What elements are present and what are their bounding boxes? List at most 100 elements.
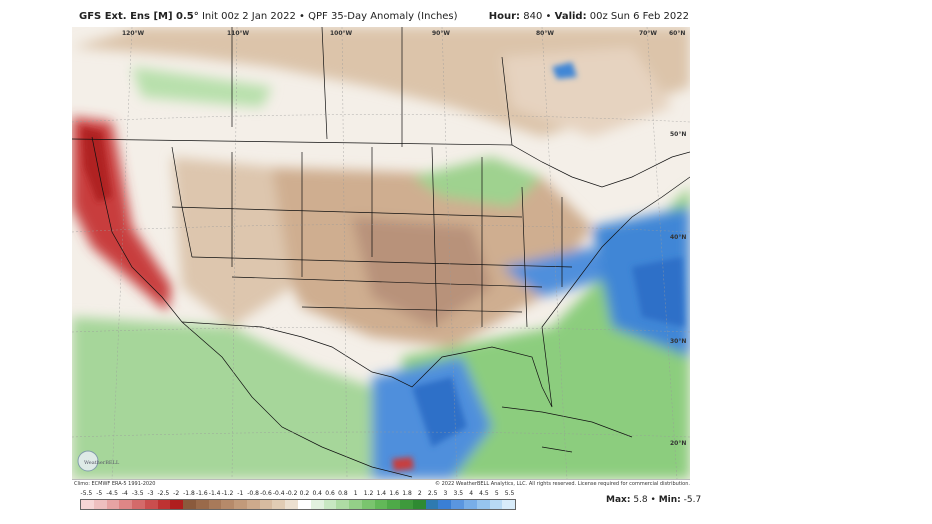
legend-tick: -4.5 xyxy=(106,490,118,497)
legend-swatch xyxy=(119,500,133,509)
legend-swatch xyxy=(221,500,235,509)
lon-labels: 120°W 110°W 100°W 90°W 80°W 70°W 60°N xyxy=(122,30,685,37)
lon-label-100w: 100°W xyxy=(330,30,353,37)
legend-swatch xyxy=(489,500,503,509)
west-coastline xyxy=(91,136,413,478)
copyright-note: © 2022 WeatherBELL Analytics, LLC. All r… xyxy=(435,481,690,487)
legend-tick: 2.5 xyxy=(427,490,438,497)
product-name: QPF 35-Day Anomaly (Inches) xyxy=(308,11,458,22)
legend-tick: -2.5 xyxy=(157,490,170,497)
lat-label-30n: 30°N xyxy=(670,338,686,345)
us-mexico-border xyxy=(181,321,393,378)
valid-separator: • xyxy=(545,11,552,22)
legend-tick: 3.5 xyxy=(453,490,464,497)
state-lines-h xyxy=(171,206,573,313)
legend-swatch xyxy=(144,500,158,509)
legend-swatch xyxy=(132,500,145,509)
legend-tick: -1.4 xyxy=(208,490,221,497)
legend-swatch xyxy=(476,500,490,509)
legend-tick: 4 xyxy=(469,490,474,497)
lat-labels: 50°N 40°N 30°N 20°N xyxy=(670,131,686,447)
legend-swatch xyxy=(246,500,260,509)
lat-label-20n: 20°N xyxy=(670,440,686,447)
init-time: Init 00z 2 Jan 2022 xyxy=(201,11,296,22)
legend-swatch xyxy=(93,500,107,509)
legend-swatch xyxy=(374,500,388,509)
legend-swatch xyxy=(438,500,452,509)
legend-swatch xyxy=(106,500,120,509)
us-canada-border xyxy=(72,138,690,188)
legend-swatch xyxy=(298,500,311,509)
min-value: -5.7 xyxy=(683,495,702,505)
legend-tick: -1.8 xyxy=(183,490,195,497)
valid-value: 00z Sun 6 Feb 2022 xyxy=(589,11,689,22)
max-label: Max: xyxy=(606,495,631,505)
lon-label-80w: 80°W xyxy=(536,30,554,37)
min-label: Min: xyxy=(658,495,681,505)
legend-tick: -5.5 xyxy=(80,490,93,497)
lon-label-70w: 70°W xyxy=(639,30,657,37)
legend-tick: -3 xyxy=(147,490,154,497)
legend-swatch xyxy=(272,500,286,509)
legend-swatch xyxy=(425,500,439,509)
map-footer: Climo: ECMWF ERA-5 1991-2020 © 2022 Weat… xyxy=(72,479,690,489)
anomaly-detail xyxy=(82,62,684,471)
legend-swatch xyxy=(285,500,299,509)
title-separator: • xyxy=(299,11,305,22)
legend-tick: 1 xyxy=(353,490,358,497)
legend-tick: -0.4 xyxy=(272,490,285,497)
legend-tick: 1.8 xyxy=(402,490,412,497)
climo-note: Climo: ECMWF ERA-5 1991-2020 xyxy=(74,481,156,487)
hour-value: 840 xyxy=(523,11,543,22)
stats-separator: • xyxy=(650,495,656,505)
legend-swatch xyxy=(451,500,464,509)
legend-tick: -2 xyxy=(173,490,180,497)
legend-tick: 0.6 xyxy=(325,490,335,497)
legend-swatch xyxy=(208,500,222,509)
lat-label-40n: 40°N xyxy=(670,234,686,241)
legend-tick: 5 xyxy=(494,490,499,497)
max-min-stats: Max: 5.8 • Min: -5.7 xyxy=(606,495,701,505)
legend-swatch xyxy=(310,500,324,509)
lon-label-90w: 90°W xyxy=(432,30,450,37)
legend-swatch xyxy=(183,500,196,509)
forecast-time: Hour: 840 • Valid: 00z Sun 6 Feb 2022 xyxy=(489,11,689,22)
legend-tick: 2 xyxy=(417,490,422,497)
legend-swatch xyxy=(361,500,375,509)
legend-tick: -0.8 xyxy=(247,490,259,497)
legend-swatch xyxy=(502,500,516,509)
legend-tick: 0.4 xyxy=(312,490,323,497)
legend-swatch xyxy=(387,500,401,509)
anomaly-field xyxy=(72,27,690,479)
legend-tick: -3.5 xyxy=(131,490,144,497)
weatherbell-logo: WeatherBELL xyxy=(77,450,120,472)
legend-swatch xyxy=(259,500,273,509)
legend-swatch xyxy=(195,500,209,509)
legend-swatch xyxy=(336,500,350,509)
legend-swatch xyxy=(400,500,413,509)
legend-tick: -1 xyxy=(237,490,244,497)
lon-label-110w: 110°W xyxy=(227,30,250,37)
legend-swatch xyxy=(463,500,477,509)
hour-label: Hour: xyxy=(488,11,521,22)
map-graphic: 120°W 110°W 100°W 90°W 80°W 70°W 60°N 50… xyxy=(72,27,690,479)
precip-anomaly-map: 120°W 110°W 100°W 90°W 80°W 70°W 60°N 50… xyxy=(72,27,690,479)
legend-swatch xyxy=(170,500,184,509)
legend-colorbar xyxy=(80,499,516,510)
east-gulf-coastline xyxy=(391,176,690,408)
legend-tick: -4 xyxy=(121,490,128,497)
province-lines xyxy=(231,27,513,147)
legend-tick: -1.6 xyxy=(195,490,208,497)
legend-tick: -1.2 xyxy=(221,490,234,497)
legend-tick: 0.2 xyxy=(299,490,310,497)
legend-swatch xyxy=(234,500,247,509)
legend-swatch xyxy=(349,500,362,509)
legend-tick: -0.6 xyxy=(260,490,272,497)
legend-tick: 3 xyxy=(443,490,448,497)
lat-label-60n: 60°N xyxy=(669,30,685,37)
legend-tick: 1.2 xyxy=(363,490,374,497)
model-name: GFS Ext. Ens [M] 0.5° xyxy=(79,11,199,22)
legend-tick: -5 xyxy=(96,490,103,497)
legend-swatch xyxy=(81,500,94,509)
logo-text: WeatherBELL xyxy=(84,460,120,466)
